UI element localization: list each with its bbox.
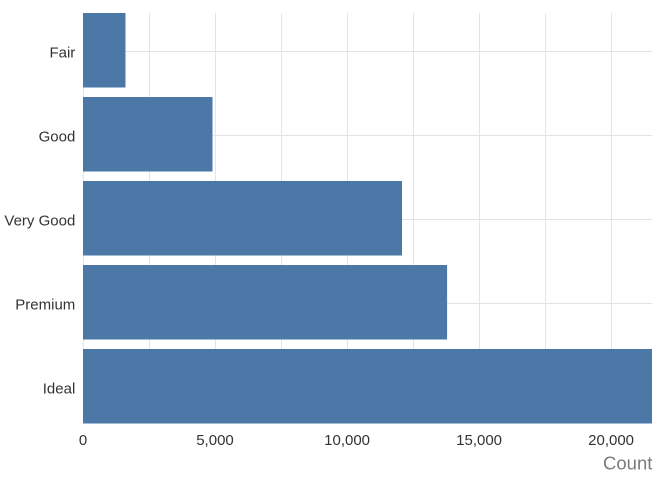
svg-text:Fair: Fair: [49, 45, 75, 62]
svg-text:20,000: 20,000: [588, 432, 634, 449]
svg-text:10,000: 10,000: [324, 432, 370, 449]
svg-text:Ideal: Ideal: [43, 381, 76, 398]
svg-text:15,000: 15,000: [456, 432, 502, 449]
svg-text:Count: Count: [603, 452, 652, 473]
svg-text:Very Good: Very Good: [4, 213, 75, 230]
svg-text:Good: Good: [39, 129, 76, 146]
svg-text:Premium: Premium: [15, 297, 75, 314]
svg-text:5,000: 5,000: [196, 432, 234, 449]
svg-text:0: 0: [79, 432, 87, 449]
